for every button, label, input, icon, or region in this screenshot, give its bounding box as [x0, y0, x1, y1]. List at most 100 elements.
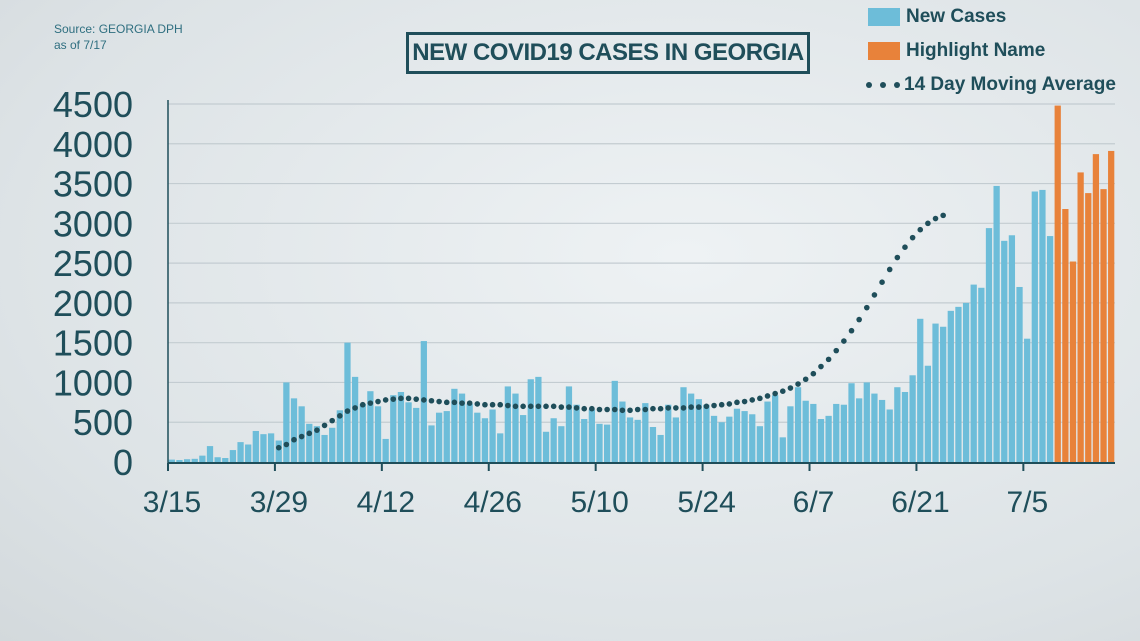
moving-average-dot: [436, 398, 442, 405]
x-tick-label: 5/24: [677, 486, 735, 519]
moving-average-dot: [909, 234, 916, 241]
moving-average-dot: [833, 347, 840, 354]
bar-new-cases: [962, 302, 970, 462]
moving-average-dot: [787, 385, 794, 391]
bar-new-cases: [359, 403, 366, 462]
bar-new-cases: [581, 419, 588, 462]
moving-average-dot: [657, 405, 664, 412]
bar-new-cases: [405, 402, 412, 462]
moving-average-dot: [581, 405, 588, 412]
moving-average-dot: [375, 398, 381, 405]
bar-new-cases: [519, 415, 527, 462]
bar-new-cases: [665, 404, 672, 462]
bar-new-cases: [222, 458, 229, 462]
moving-average-dot: [757, 395, 763, 402]
bar-new-cases: [390, 395, 397, 462]
bar-new-cases: [848, 383, 855, 462]
bar-new-cases: [283, 382, 290, 462]
moving-average-dot: [527, 403, 534, 410]
y-tick-label: 3000: [53, 203, 133, 244]
bar-new-cases: [550, 418, 557, 462]
moving-average-dot: [879, 279, 885, 286]
bar-new-cases: [336, 410, 343, 462]
bar-new-cases: [306, 423, 313, 462]
moving-average-dot: [283, 441, 290, 448]
bar-new-cases: [351, 376, 359, 462]
y-tick-label: 1000: [53, 362, 133, 403]
moving-average-dot: [398, 395, 404, 402]
bar-new-cases: [1016, 286, 1023, 462]
bar-new-cases: [871, 393, 878, 462]
bar-new-cases: [527, 379, 534, 462]
bar-highlight: [1085, 193, 1092, 462]
moving-average-dot: [894, 254, 901, 261]
moving-average-dot: [611, 406, 618, 413]
bar-highlight: [1108, 150, 1115, 462]
moving-average-dot: [695, 404, 702, 410]
bar-new-cases: [1046, 236, 1054, 462]
moving-average-dot: [680, 405, 687, 411]
bar-new-cases: [1008, 235, 1016, 462]
moving-average-dot: [802, 376, 809, 383]
moving-average-dot: [291, 436, 297, 443]
bar-new-cases: [901, 391, 909, 462]
moving-average-dot: [650, 405, 656, 412]
bar-new-cases: [756, 426, 764, 462]
moving-average-dot: [764, 393, 771, 399]
legend-new-cases: New Cases: [868, 6, 1006, 28]
bar-new-cases: [672, 417, 679, 462]
moving-average-dot: [550, 403, 557, 410]
moving-average-dot: [382, 397, 389, 403]
bar-new-cases: [206, 446, 214, 462]
moving-average-dot: [871, 292, 878, 298]
moving-average-dot: [925, 220, 931, 227]
moving-average-dot: [940, 212, 946, 219]
bar-new-cases: [833, 403, 840, 462]
moving-average-dot: [932, 215, 939, 222]
moving-average-dot: [741, 398, 748, 405]
moving-average-dot: [863, 304, 870, 311]
bar-highlight: [1054, 105, 1061, 462]
x-tick-label: 6/21: [891, 486, 949, 519]
bar-new-cases: [924, 365, 932, 462]
bar-new-cases: [229, 450, 237, 462]
bar-new-cases: [710, 415, 718, 462]
bar-new-cases: [489, 409, 496, 462]
bar-new-cases: [794, 387, 802, 462]
moving-average-dot: [642, 406, 649, 413]
bar-new-cases: [634, 419, 641, 462]
bar-new-cases: [840, 404, 848, 462]
moving-average-dot: [825, 356, 832, 363]
bar-new-cases: [329, 427, 336, 462]
moving-average-dot: [856, 316, 862, 323]
moving-average-dot: [489, 401, 496, 408]
moving-average-dot: [314, 427, 320, 433]
moving-average-dot: [749, 397, 756, 403]
bar-new-cases: [626, 417, 634, 462]
bar-new-cases: [970, 284, 977, 462]
moving-average-dot: [673, 405, 679, 411]
bar-new-cases: [245, 444, 252, 462]
y-tick-label: 3500: [53, 164, 133, 205]
moving-average-dot: [344, 408, 351, 414]
y-tick-label: 2000: [53, 283, 133, 324]
x-tick-label: 4/12: [357, 486, 415, 519]
moving-average-dot: [795, 381, 801, 387]
bar-new-cases: [451, 388, 458, 462]
bar-new-cases: [214, 457, 221, 462]
moving-average-dot: [275, 444, 282, 451]
moving-average-dot: [520, 403, 526, 410]
moving-average-dot: [337, 413, 343, 419]
bar-new-cases: [932, 323, 939, 462]
moving-average-dot: [902, 244, 908, 250]
bar-new-cases: [810, 403, 817, 462]
bar-new-cases: [741, 411, 748, 462]
bar-new-cases: [176, 460, 183, 462]
bar-new-cases: [313, 426, 321, 462]
bar-new-cases: [290, 398, 298, 462]
bar-new-cases: [321, 434, 328, 462]
moving-average-dot: [359, 401, 366, 408]
moving-average-dot: [405, 395, 412, 402]
bar-new-cases: [817, 419, 825, 462]
